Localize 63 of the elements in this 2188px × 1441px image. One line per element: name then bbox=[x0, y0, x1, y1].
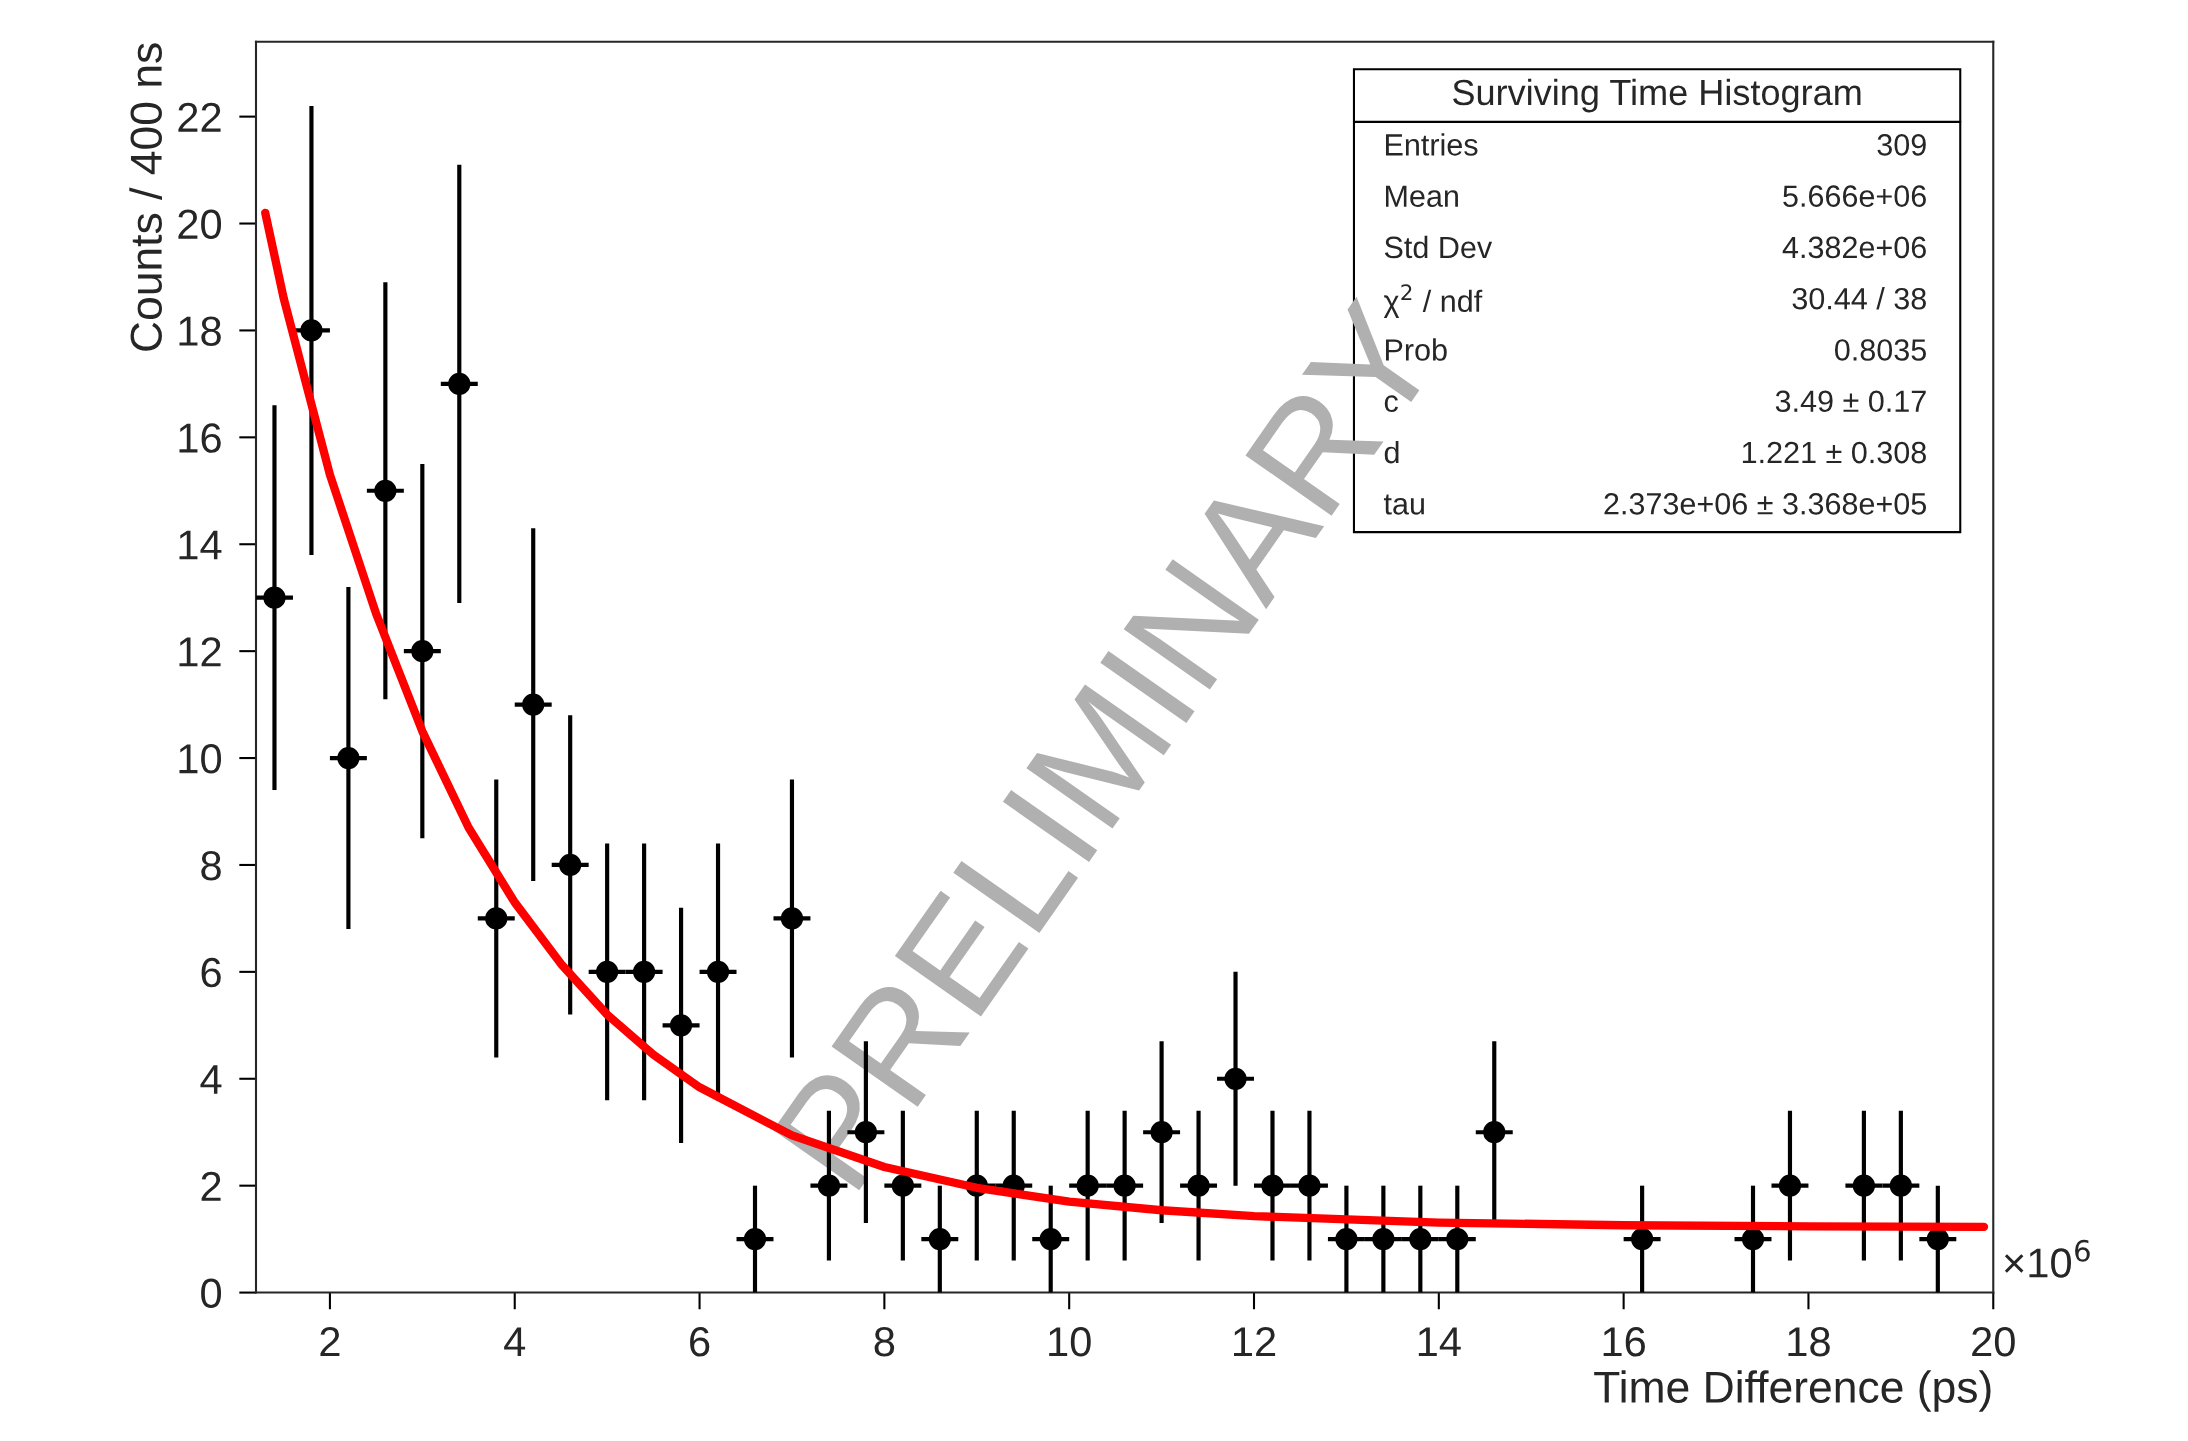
point bbox=[632, 960, 656, 983]
annotation: Entries bbox=[1385, 133, 1478, 156]
x-tick-label: 14 bbox=[1418, 1327, 1461, 1357]
point bbox=[485, 907, 508, 930]
point bbox=[1741, 1227, 1765, 1251]
annotation: 4.382e+06 bbox=[1782, 236, 1926, 259]
x-tick-label: 2 bbox=[320, 1327, 340, 1357]
point bbox=[928, 1227, 951, 1251]
text: ×10$^{6}$ bbox=[2004, 1239, 2090, 1278]
annotation: 1.221 ± 0.308 bbox=[1742, 441, 1926, 464]
point bbox=[374, 479, 397, 502]
y-tick-label: 0 bbox=[201, 1278, 222, 1309]
point bbox=[559, 853, 582, 877]
annotation: 3.49 ± 0.17 bbox=[1775, 390, 1926, 413]
point bbox=[1409, 1227, 1432, 1251]
point bbox=[706, 960, 730, 983]
point bbox=[448, 372, 471, 396]
annotation: Mean bbox=[1385, 185, 1458, 207]
x-tick-label: 12 bbox=[1234, 1327, 1276, 1357]
point bbox=[669, 1014, 693, 1037]
annotation: 5.666e+06 bbox=[1783, 185, 1926, 207]
x-tick-label: 10 bbox=[1049, 1327, 1091, 1357]
annotation: Std Dev bbox=[1384, 235, 1493, 259]
text: Surviving Time Histogram bbox=[1453, 78, 1861, 113]
point bbox=[522, 693, 545, 716]
x-tick-label: 6 bbox=[690, 1327, 710, 1357]
point bbox=[1778, 1174, 1802, 1197]
y-tick-label: 22 bbox=[178, 102, 221, 132]
point bbox=[1039, 1227, 1062, 1251]
y-tick-label: 20 bbox=[178, 209, 222, 240]
y-tick-label: 4 bbox=[200, 1065, 222, 1094]
point bbox=[1483, 1121, 1506, 1144]
y-tick-label: 10 bbox=[179, 744, 222, 774]
y-tick-label: 2 bbox=[201, 1171, 221, 1201]
annotation: 0.8035 bbox=[1835, 339, 1926, 361]
x-tick-label: 20 bbox=[1972, 1327, 2015, 1357]
x-tick-label: 4 bbox=[504, 1327, 526, 1357]
x-axis-title: Time Difference (ps) bbox=[1594, 1370, 1991, 1412]
y-tick-label: 14 bbox=[179, 530, 222, 560]
point bbox=[1446, 1227, 1469, 1251]
y-tick-label: 18 bbox=[179, 316, 221, 346]
y-axis-title: Counts / 400 ns bbox=[129, 43, 162, 351]
y-tick-label: 8 bbox=[201, 850, 221, 881]
point bbox=[743, 1227, 767, 1251]
x-tick-label: 16 bbox=[1603, 1327, 1645, 1357]
point bbox=[300, 319, 323, 342]
annotation: 30.44 / 38 bbox=[1792, 287, 1926, 310]
annotation: 309 bbox=[1877, 134, 1926, 156]
y-tick-label: 16 bbox=[179, 423, 221, 453]
point bbox=[1372, 1227, 1395, 1251]
annotation: 2.373e+06 ± 3.368e+05 bbox=[1604, 493, 1926, 515]
point bbox=[1335, 1227, 1358, 1251]
point bbox=[411, 640, 434, 663]
point bbox=[263, 586, 286, 609]
point bbox=[1852, 1174, 1876, 1197]
point bbox=[1889, 1174, 1912, 1197]
point bbox=[337, 746, 360, 770]
y-tick-label: 12 bbox=[179, 637, 221, 667]
x-tick-label: 8 bbox=[874, 1327, 895, 1357]
y-tick-label: 6 bbox=[201, 957, 221, 988]
x-tick-label: 18 bbox=[1788, 1327, 1830, 1357]
point bbox=[1630, 1227, 1654, 1251]
point bbox=[596, 960, 619, 983]
